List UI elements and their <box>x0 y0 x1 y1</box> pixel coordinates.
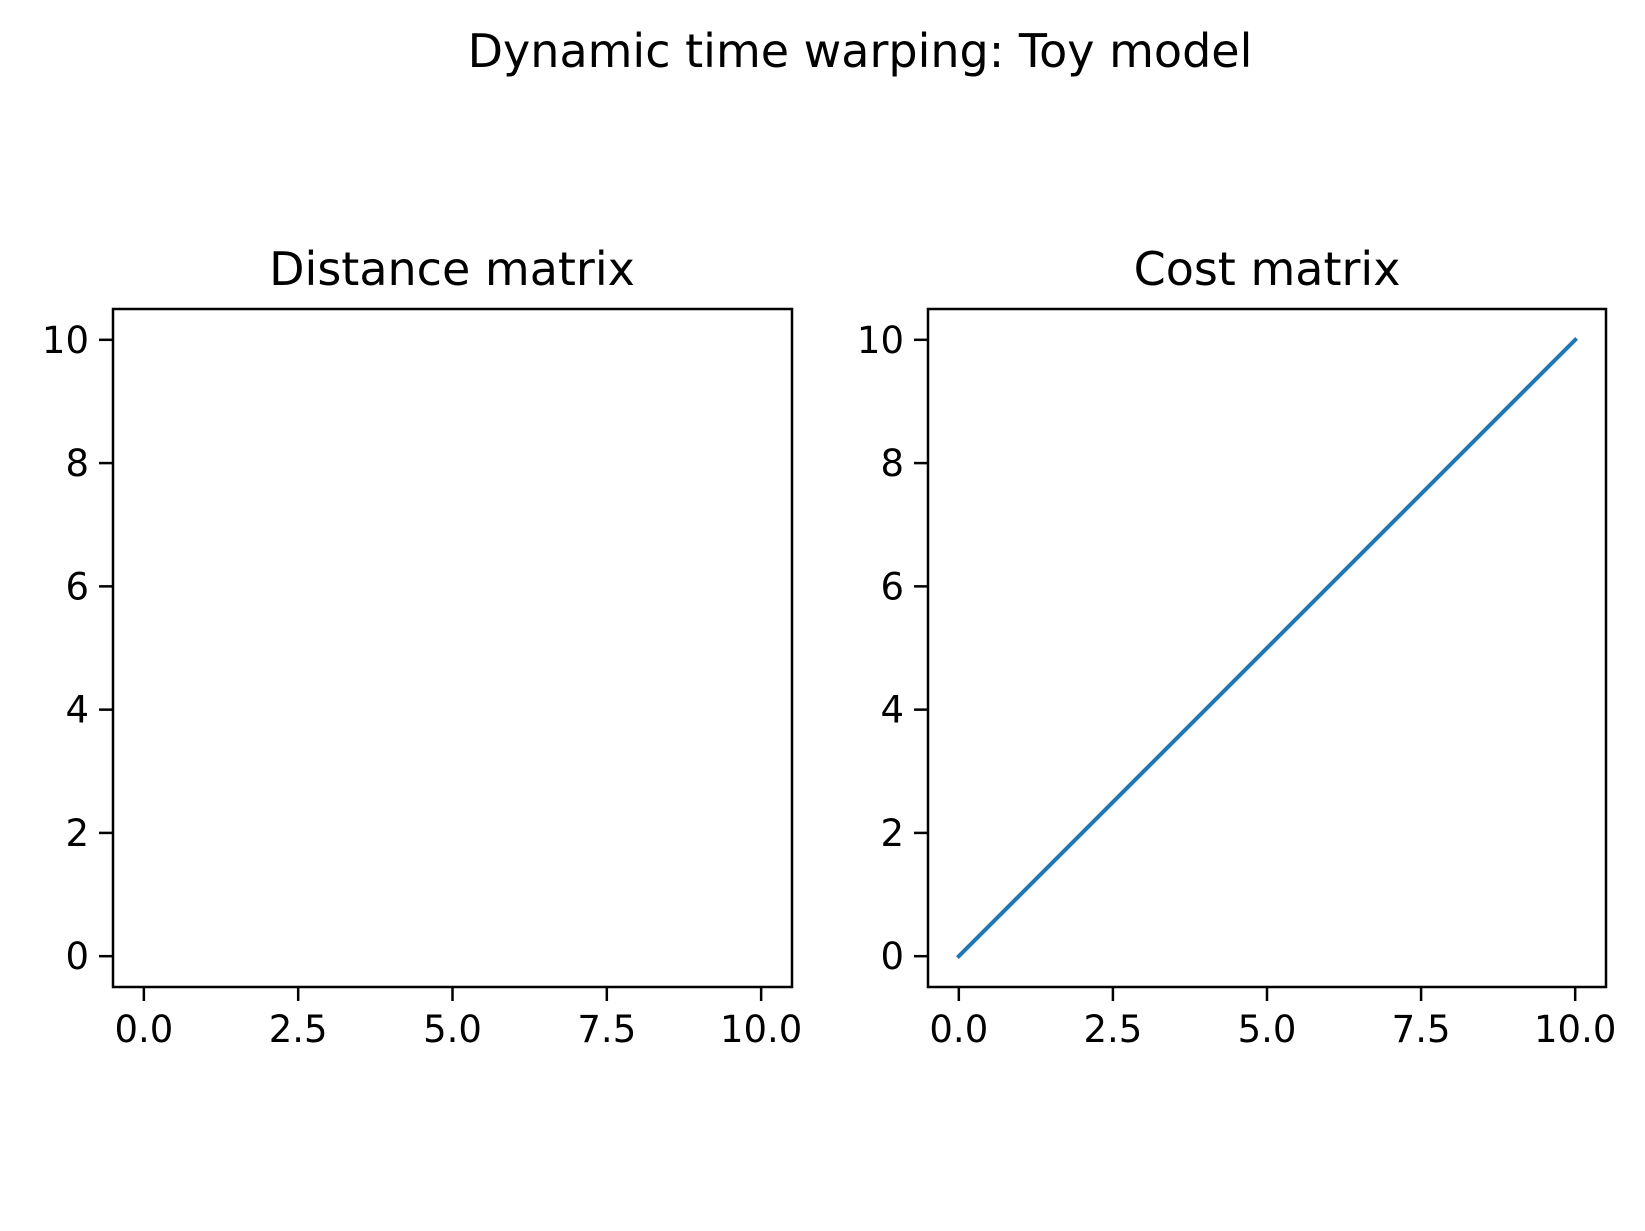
plot-area-cost-matrix: 0.0 2.5 5.0 7.5 10.0 0 2 4 6 8 10 <box>857 307 1616 1051</box>
axes-title-distance-matrix: Distance matrix <box>269 242 635 296</box>
y-tick-label: 2 <box>65 812 89 855</box>
x-tick-label: 5.0 <box>423 1008 482 1051</box>
y-tick-label: 10 <box>42 319 89 362</box>
x-tick-label: 2.5 <box>1083 1008 1142 1051</box>
plot-area-distance-matrix: 0.0 2.5 5.0 7.5 10.0 0 2 4 6 8 10 <box>42 307 802 1051</box>
x-tick-label: 0.0 <box>114 1008 173 1051</box>
axes-cost-matrix: Cost matrix 0.0 2.5 5.0 7.5 10.0 0 2 4 6 8 10 <box>857 242 1616 1051</box>
y-tick-label: 6 <box>65 565 89 608</box>
axes-distance-matrix: Distance matrix 0.0 2.5 5.0 7.5 10.0 0 2 4 6 8 10 <box>42 242 802 1051</box>
y-tick-label: 4 <box>65 689 89 732</box>
y-tick-label: 4 <box>880 689 904 732</box>
y-tick-label: 6 <box>880 565 904 608</box>
y-tick-label: 8 <box>65 442 89 485</box>
y-tick-label: 2 <box>880 812 904 855</box>
y-tick-label: 8 <box>880 442 904 485</box>
x-tick-label: 10.0 <box>1534 1008 1616 1051</box>
x-tick-label: 10.0 <box>720 1008 802 1051</box>
x-tick-label: 5.0 <box>1238 1008 1297 1051</box>
y-tick-label: 10 <box>857 319 904 362</box>
figure-suptitle: Dynamic time warping: Toy model <box>468 24 1253 78</box>
x-tick-label: 0.0 <box>929 1008 988 1051</box>
y-tick-label: 0 <box>65 935 89 978</box>
series-line-0 <box>955 336 1579 960</box>
x-tick-label: 7.5 <box>1392 1008 1451 1051</box>
x-tick-label: 7.5 <box>577 1008 636 1051</box>
x-tick-label: 2.5 <box>269 1008 328 1051</box>
y-tick-label: 0 <box>880 935 904 978</box>
axes-title-cost-matrix: Cost matrix <box>1134 242 1401 296</box>
